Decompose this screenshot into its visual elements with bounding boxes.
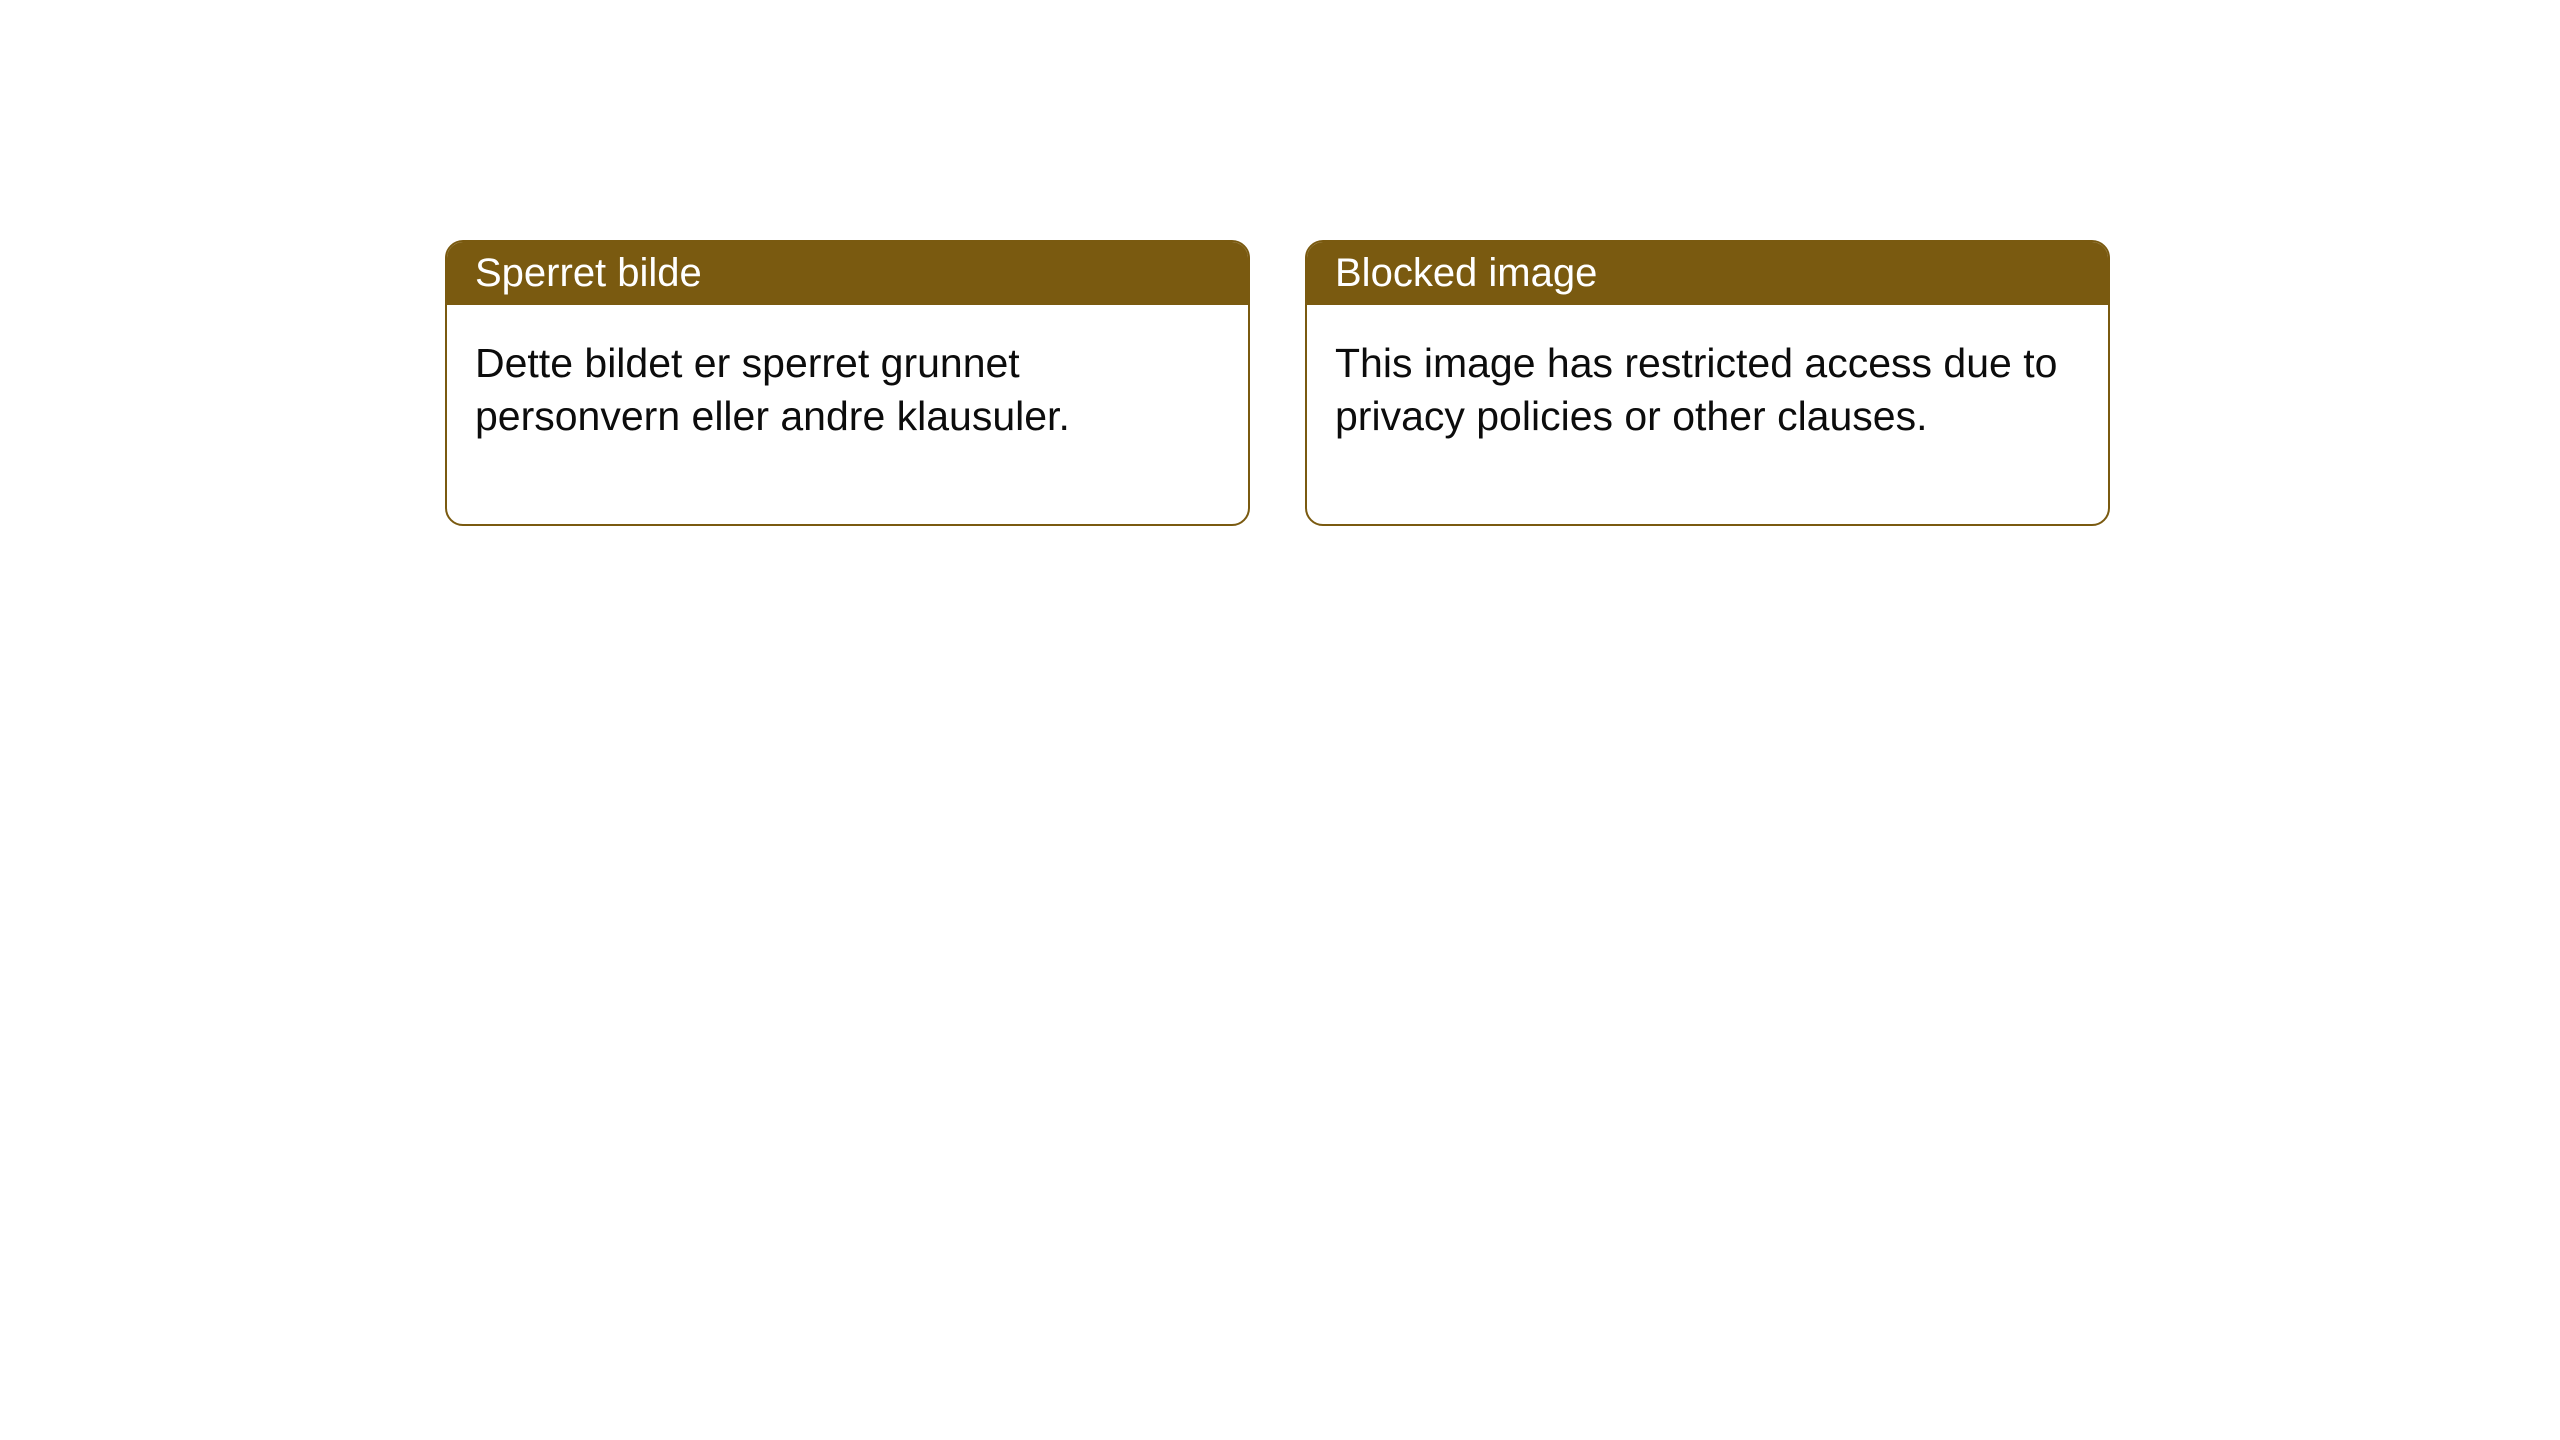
card-body-norwegian: Dette bildet er sperret grunnet personve… — [447, 305, 1248, 524]
card-header-norwegian: Sperret bilde — [447, 242, 1248, 305]
card-norwegian: Sperret bilde Dette bildet er sperret gr… — [445, 240, 1250, 526]
card-body-text: This image has restricted access due to … — [1335, 340, 2057, 439]
card-body-english: This image has restricted access due to … — [1307, 305, 2108, 524]
card-body-text: Dette bildet er sperret grunnet personve… — [475, 340, 1070, 439]
card-english: Blocked image This image has restricted … — [1305, 240, 2110, 526]
card-header-text: Sperret bilde — [475, 251, 702, 295]
cards-container: Sperret bilde Dette bildet er sperret gr… — [445, 240, 2110, 526]
card-header-english: Blocked image — [1307, 242, 2108, 305]
card-header-text: Blocked image — [1335, 251, 1597, 295]
